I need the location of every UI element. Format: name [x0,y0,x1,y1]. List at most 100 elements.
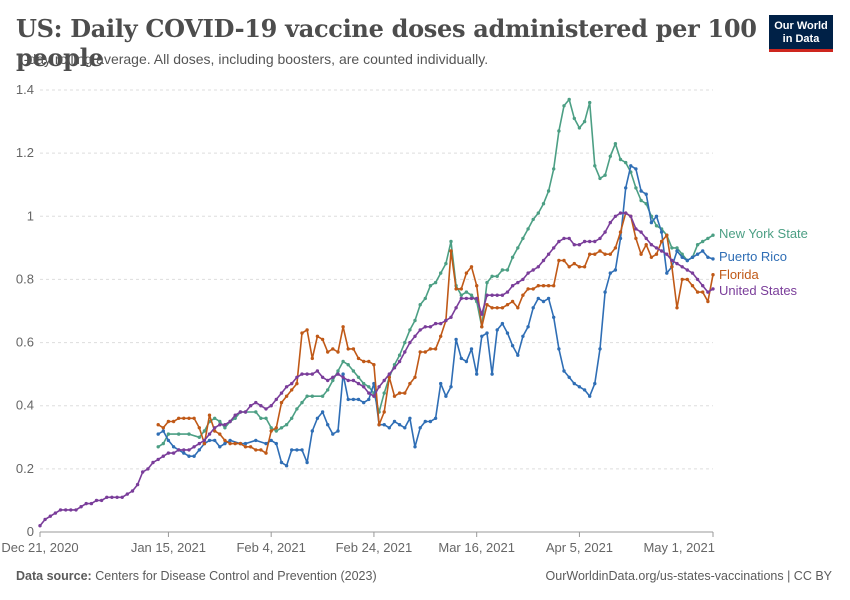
series-label[interactable]: Puerto Rico [719,249,787,264]
data-point [485,293,489,297]
data-point [659,239,664,244]
data-point [166,451,171,455]
data-point [701,239,705,244]
series-label[interactable]: Florida [719,267,760,282]
data-point [516,353,520,357]
data-point [701,249,705,253]
grid-lines [40,89,713,533]
data-point [315,369,320,373]
data-point [367,385,371,389]
data-point [254,410,258,414]
data-point [377,385,381,389]
series-new-york-state[interactable] [156,97,715,449]
series-florida[interactable] [156,211,715,455]
data-point [213,426,217,430]
data-point [475,296,479,301]
data-point [454,287,458,291]
data-point [403,340,407,345]
data-point [613,246,618,250]
data-point [392,419,397,424]
series-line [157,98,714,448]
data-point [680,265,684,269]
data-point [675,261,679,266]
data-point [449,385,453,389]
data-point [259,416,263,420]
series-puerto-rico[interactable] [156,164,715,468]
series-label[interactable]: United States [719,283,798,298]
data-point [161,429,165,433]
data-point [526,287,530,291]
data-point [320,375,325,379]
data-point [618,157,623,162]
x-tick-label: Feb 24, 2021 [336,540,413,555]
data-point [300,448,304,452]
data-point [495,293,499,297]
data-point [670,265,674,269]
data-point [197,448,201,452]
data-point [135,482,140,487]
data-point [428,419,433,424]
data-point [572,116,576,121]
data-point [156,432,160,436]
data-point [439,381,443,386]
data-point [485,331,489,335]
y-tick-label: 0.8 [16,271,34,286]
data-point [177,448,181,452]
data-point [326,350,330,354]
owid-logo[interactable]: Our World in Data [769,15,833,52]
data-point [505,268,510,272]
data-point [634,186,638,190]
data-point [413,375,417,379]
data-point [310,429,314,433]
series-united-states[interactable] [38,211,715,528]
data-point [356,381,361,386]
data-point [577,126,582,130]
data-point [295,381,299,386]
data-point [187,454,191,458]
data-point [695,252,700,256]
data-point [392,366,397,370]
data-point [171,419,176,424]
data-point [48,514,52,518]
data-point [248,404,253,408]
data-point [382,378,386,383]
data-point [629,214,633,218]
data-point [562,104,566,108]
data-point [449,239,453,244]
data-point [346,347,350,351]
data-point [711,233,715,237]
data-point [336,429,340,433]
data-point [480,334,484,338]
data-point [295,448,299,452]
data-point [284,394,289,398]
data-point [290,388,294,392]
data-point [166,419,171,424]
data-point [105,495,109,499]
data-point [495,274,499,278]
data-point [171,451,176,455]
series-label[interactable]: New York State [719,226,808,241]
data-point [593,239,597,244]
data-point [58,508,63,512]
source-link[interactable]: Centers for Disease Control and Preventi… [95,569,377,583]
logo-line-1: Our World [774,20,828,32]
data-point [408,328,412,332]
data-point [695,277,700,282]
data-point [223,423,227,427]
data-point [670,258,674,263]
data-point [279,460,284,465]
footer-url[interactable]: OurWorldinData.org/us-states-vaccination… [545,569,832,583]
data-point [475,284,479,288]
data-point [223,426,227,430]
x-tick-label: Dec 21, 2020 [1,540,78,555]
data-point [182,416,186,420]
data-point [264,441,268,446]
data-point [341,359,345,364]
data-point [675,306,679,310]
data-point [243,441,248,446]
data-point [680,255,684,259]
data-point [218,445,222,449]
data-point [572,261,576,266]
data-point [413,334,417,338]
data-point [654,224,659,228]
